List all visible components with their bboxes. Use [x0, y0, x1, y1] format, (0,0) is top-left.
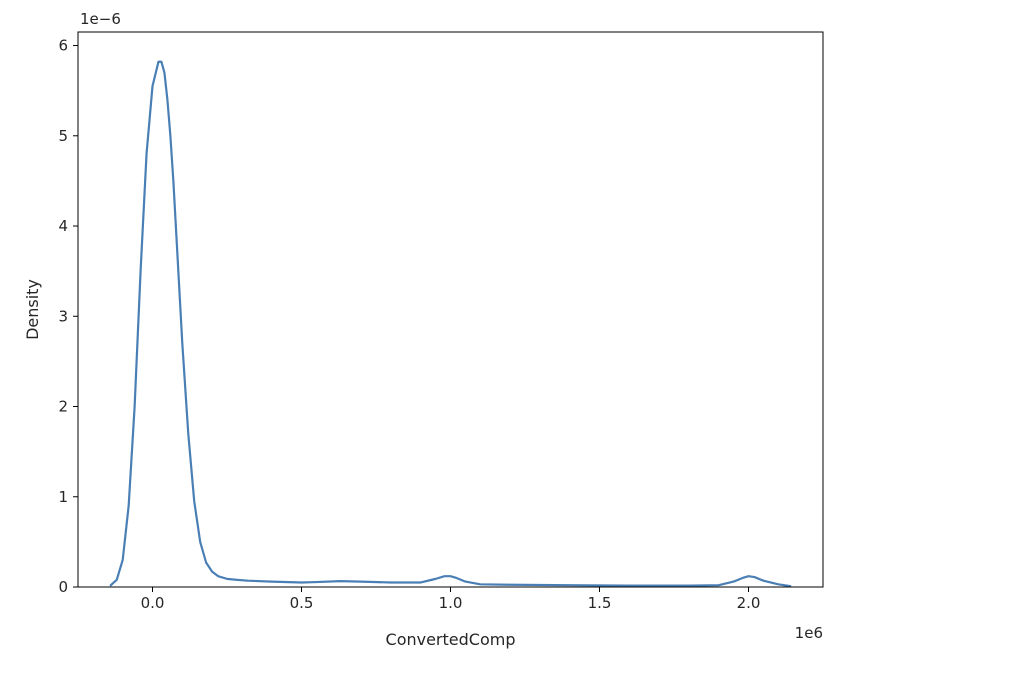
x-tick-label: 0.0 — [141, 594, 165, 612]
y-tick-label: 6 — [58, 37, 68, 55]
plot-area — [109, 60, 792, 588]
y-tick-label: 5 — [58, 127, 68, 145]
x-tick-label: 0.5 — [290, 594, 314, 612]
y-tick-label: 4 — [58, 217, 68, 235]
y-tick-label: 3 — [58, 307, 68, 325]
y-tick-label: 0 — [58, 578, 68, 596]
x-tick-label: 2.0 — [737, 594, 761, 612]
x-tick-label: 1.5 — [588, 594, 612, 612]
x-tick-label: 1.0 — [439, 594, 463, 612]
y-offset-label: 1e−6 — [80, 10, 121, 28]
density-curve-series-0 — [109, 60, 792, 588]
x-axis-label: ConvertedComp — [386, 630, 516, 649]
axes-frame — [77, 31, 824, 588]
y-tick-label: 1 — [58, 488, 68, 506]
y-tick-label: 2 — [58, 398, 68, 416]
x-offset-label: 1e6 — [795, 624, 823, 642]
axes: 0.0 0.5 1.0 1.5 2.0 0 1 2 3 4 5 6 1e−6 1e6 ConvertedCo… — [23, 10, 824, 649]
y-axis-label: Density — [23, 279, 42, 340]
